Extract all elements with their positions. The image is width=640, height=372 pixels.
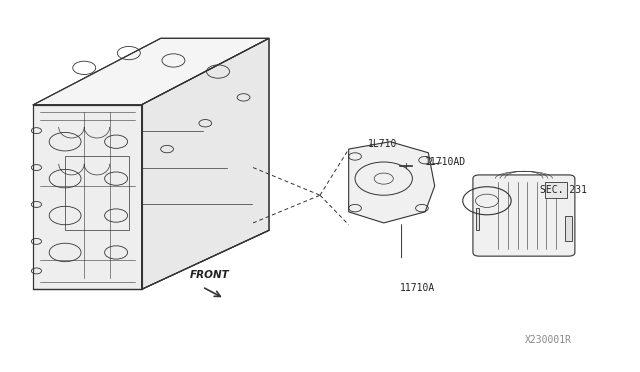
- Text: X230001R: X230001R: [525, 335, 572, 345]
- Polygon shape: [565, 215, 572, 241]
- Polygon shape: [33, 105, 141, 289]
- Text: 11710AD: 11710AD: [425, 157, 467, 167]
- Text: 1L710: 1L710: [368, 138, 397, 148]
- Polygon shape: [349, 142, 435, 223]
- Text: SEC. 231: SEC. 231: [540, 185, 587, 195]
- FancyBboxPatch shape: [545, 182, 566, 198]
- Polygon shape: [476, 208, 479, 230]
- Polygon shape: [141, 38, 269, 289]
- Text: 11710A: 11710A: [399, 283, 435, 292]
- Polygon shape: [33, 38, 269, 105]
- Text: FRONT: FRONT: [189, 270, 229, 280]
- FancyBboxPatch shape: [473, 175, 575, 256]
